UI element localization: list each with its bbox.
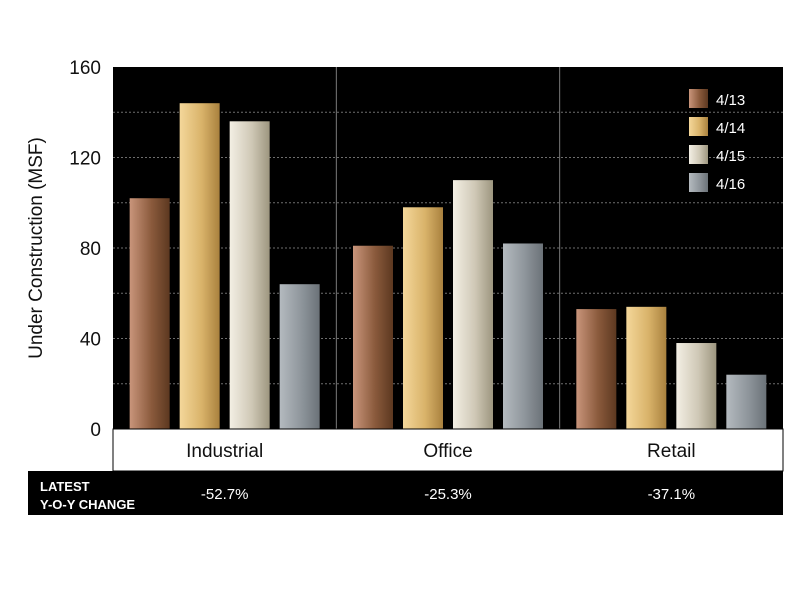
legend-swatch: [689, 145, 708, 164]
legend-label: 4/14: [716, 120, 745, 137]
bar-industrial-4-13: [129, 198, 170, 429]
bar-office-4-13: [353, 245, 393, 429]
bar-industrial-4-16: [279, 284, 320, 429]
legend-label: 4/13: [716, 92, 745, 109]
legend-swatch: [689, 117, 708, 136]
legend-swatch: [689, 89, 708, 108]
bar-retail-4-14: [626, 306, 667, 429]
legend-swatch: [689, 173, 708, 192]
footer-values: -52.7% -25.3% -37.1%: [201, 486, 695, 503]
footer-value: -37.1%: [648, 486, 696, 503]
bar-office-4-14: [403, 207, 443, 429]
footer-band: [28, 471, 783, 515]
y-axis-label: Under Construction (MSF): [26, 137, 47, 359]
bar-industrial-4-14: [179, 103, 220, 429]
legend: 4/13 4/14 4/15 4/16: [689, 89, 745, 193]
bar-office-4-16: [503, 243, 543, 429]
bar-office-4-15: [453, 180, 493, 429]
category-labels: Industrial Office Retail: [186, 441, 696, 462]
category-band: [112, 428, 784, 472]
bar-retail-4-16: [726, 374, 767, 429]
bar-industrial-4-15: [229, 121, 270, 430]
footer-label-line1: LATEST: [40, 479, 90, 494]
legend-label: 4/16: [716, 176, 745, 193]
y-tick-label: 120: [69, 149, 101, 170]
legend-label: 4/15: [716, 148, 745, 165]
y-tick-label: 40: [80, 330, 101, 351]
bars: [129, 103, 767, 430]
bar-retail-4-15: [676, 343, 717, 429]
category-label: Office: [423, 441, 472, 462]
bar-retail-4-13: [576, 309, 617, 429]
y-tick-label: 160: [69, 58, 101, 79]
category-label: Industrial: [186, 441, 263, 462]
y-tick-label: 0: [90, 420, 101, 441]
footer-label-line2: Y-O-Y CHANGE: [40, 497, 135, 512]
y-axis: 0 40 80 120 160: [69, 58, 101, 441]
footer-value: -25.3%: [424, 486, 472, 503]
plot-background: [113, 67, 783, 429]
footer-value: -52.7%: [201, 486, 249, 503]
category-label: Retail: [647, 441, 696, 462]
grid: [113, 67, 783, 429]
y-tick-label: 80: [80, 239, 101, 260]
